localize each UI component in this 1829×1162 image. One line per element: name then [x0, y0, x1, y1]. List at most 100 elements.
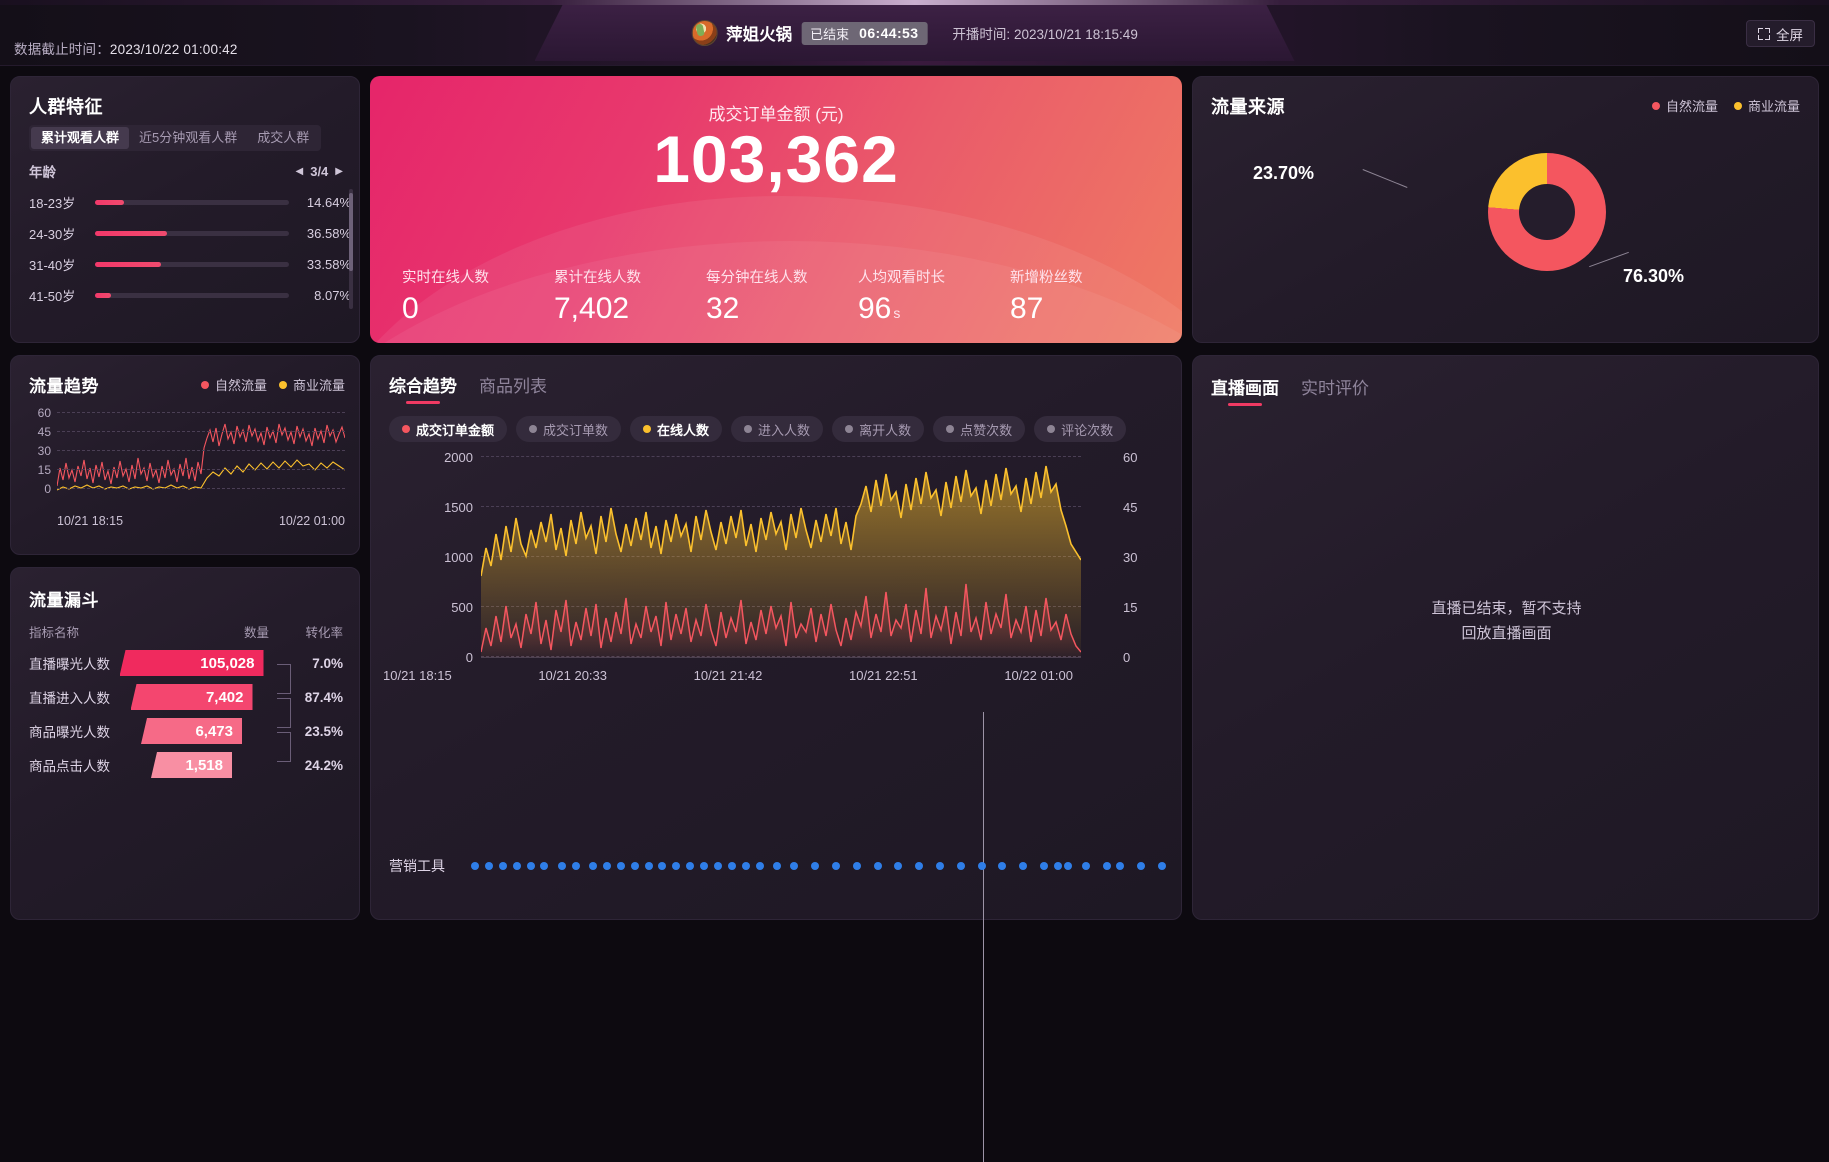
- hero-title: 成交订单金额 (元): [708, 105, 844, 124]
- traffic-trend-legend: 自然流量 商业流量: [200, 375, 345, 394]
- crowd-bar-label: 31-40岁: [29, 258, 76, 273]
- left-y-tick: 0: [465, 650, 473, 665]
- kpi-value: 96 s: [858, 292, 1010, 330]
- kpi-label: 每分钟在线人数: [706, 270, 808, 286]
- legend-label: 商业流量: [1747, 99, 1800, 114]
- funnel-row-list: 直播曝光人数 105,028 7.0% 直播进入人数 7,402 87.4% 商…: [29, 646, 347, 782]
- chip-dot-icon: [529, 425, 538, 433]
- crowd-bar-fill: [95, 200, 125, 205]
- pager-prev-icon[interactable]: ◀: [295, 165, 304, 177]
- metric-chip-row: 成交订单金额 成交订单数 在线人数 进入人数 离开人数 点赞次数 评论次数: [389, 416, 1127, 442]
- crowd-scrollbar[interactable]: [349, 189, 353, 309]
- y-tick: 15: [37, 463, 51, 477]
- tab-live-screen[interactable]: 直播画面: [1211, 374, 1279, 406]
- left-y-tick: 1000: [444, 550, 473, 565]
- chip-online-count[interactable]: 在线人数: [630, 416, 723, 442]
- crowd-bar-list: 18-23岁 14.64% 24-30岁 36.58% 31-40岁 33.58…: [29, 187, 351, 311]
- traffic-trend-plot: [56, 408, 346, 508]
- hero-metrics-row-1: 实时在线人数 0 累计在线人数 7,402 每分钟在线人数 32 人均观看时长 …: [402, 266, 1162, 330]
- traffic-source-legend: 自然流量 商业流量: [1651, 96, 1800, 115]
- x-tick: 10/22 01:00: [1004, 668, 1073, 683]
- funnel-bar-wrap: 6,473: [119, 718, 264, 744]
- legend-commercial: 商业流量: [1733, 96, 1800, 115]
- funnel-row: 商品点击人数 1,518 24.2%: [29, 748, 347, 782]
- comprehensive-trend-x-axis: 10/21 18:15 10/21 20:33 10/21 21:42 10/2…: [383, 668, 1073, 683]
- crowd-tab-buyers[interactable]: 成交人群: [257, 130, 310, 145]
- marketing-tools-track: [471, 857, 1167, 875]
- legend-dot-icon: [200, 380, 209, 389]
- live-empty-line-1: 直播已结束，暂不支持: [1431, 600, 1582, 617]
- crowd-tab-recent5min[interactable]: 近5分钟观看人群: [139, 130, 238, 145]
- x-tick: 10/21 22:51: [848, 668, 918, 683]
- crowd-tabs: 累计观看人群 近5分钟观看人群 成交人群: [29, 125, 322, 151]
- crowd-pager: ◀ 3/4 ▶: [296, 164, 343, 179]
- crowd-bar-row: 41-50岁 8.07%: [29, 280, 351, 311]
- traffic-funnel-panel: 流量漏斗 指标名称 数量 转化率 直播曝光人数 105,028 7.0% 直播进…: [10, 567, 360, 920]
- funnel-title: 流量漏斗: [29, 591, 99, 610]
- kpi-avg-watch-duration: 人均观看时长 96 s: [858, 266, 1010, 330]
- funnel-row-name: 直播进入人数: [29, 691, 110, 706]
- funnel-row-rate: 7.0%: [312, 655, 343, 671]
- chip-label: 离开人数: [859, 422, 912, 438]
- donut-leader-line-1: [1362, 169, 1408, 188]
- funnel-row-name: 商品曝光人数: [29, 725, 110, 740]
- legend-dot-icon: [1651, 101, 1660, 110]
- crowd-dimension-label: 年龄: [29, 165, 56, 180]
- live-panel-tabs: 直播画面 实时评价: [1211, 374, 1369, 406]
- y-tick: 30: [37, 444, 51, 458]
- chip-enter-count[interactable]: 进入人数: [731, 416, 824, 442]
- funnel-col-name: 指标名称: [29, 626, 80, 640]
- crowd-bar-value: 33.58%: [306, 257, 351, 272]
- chip-gmv[interactable]: 成交订单金额: [389, 416, 508, 442]
- pager-next-icon[interactable]: ▶: [335, 165, 343, 177]
- right-y-tick: 60: [1123, 450, 1138, 465]
- pager-indicator: 3/4: [310, 163, 329, 179]
- traffic-trend-y-axis: 60 45 30 15 0: [27, 406, 51, 501]
- chip-comment-count[interactable]: 评论次数: [1034, 416, 1127, 442]
- legend-label: 商业流量: [292, 378, 345, 393]
- funnel-row-rate: 23.5%: [304, 723, 343, 739]
- crowd-bar-value: 14.64%: [306, 195, 351, 210]
- fullscreen-button[interactable]: 全屏: [1746, 20, 1815, 47]
- chip-label: 成交订单数: [543, 422, 609, 438]
- center-tabs: 综合趋势 商品列表: [389, 372, 547, 404]
- chip-dot-icon: [946, 425, 955, 433]
- comprehensive-trend-svg: [481, 465, 1081, 658]
- chip-label: 进入人数: [758, 422, 811, 438]
- left-y-tick: 2000: [444, 450, 473, 465]
- crowd-bar-label: 18-23岁: [29, 196, 76, 211]
- x-tick: 10/21 21:42: [693, 668, 763, 683]
- header-accent-strip: [0, 0, 1829, 5]
- crowd-bar-row: 31-40岁 33.58%: [29, 249, 351, 280]
- funnel-bar: 6,473: [141, 718, 242, 744]
- hero-amount: 103,362: [653, 122, 899, 196]
- chip-leave-count[interactable]: 离开人数: [832, 416, 925, 442]
- tab-product-list[interactable]: 商品列表: [479, 377, 547, 396]
- funnel-bar-wrap: 105,028: [119, 650, 264, 676]
- comprehensive-trend-plot: 2000 1500 1000 500 0 60 45 30 15 0: [383, 450, 1165, 791]
- donut-label-natural: 76.30%: [1623, 266, 1685, 286]
- crowd-dimension-row: 年龄 ◀ 3/4 ▶: [29, 161, 343, 181]
- right-y-tick: 45: [1123, 500, 1138, 515]
- x-tick: 10/21 20:33: [538, 668, 608, 683]
- funnel-bar: 105,028: [119, 650, 264, 676]
- legend-commercial: 商业流量: [278, 375, 345, 394]
- live-status-label: 已结束: [810, 26, 850, 42]
- data-cutoff-time: 数据截止时间：2023/10/22 01:00:42: [14, 38, 238, 58]
- legend-dot-icon: [1733, 101, 1742, 110]
- tab-realtime-comments[interactable]: 实时评价: [1301, 379, 1369, 398]
- y-tick: 45: [37, 425, 51, 439]
- x-tick: 10/22 01:00: [278, 514, 345, 528]
- legend-dot-icon: [278, 380, 287, 389]
- legend-natural: 自然流量: [200, 375, 267, 394]
- fullscreen-icon: [1758, 27, 1770, 40]
- funnel-row: 直播进入人数 7,402 87.4%: [29, 680, 347, 728]
- live-empty-line-2: 回放直播画面: [1461, 625, 1552, 642]
- crowd-bar-row: 24-30岁 36.58%: [29, 218, 351, 249]
- crowd-tab-cumulative[interactable]: 累计观看人群: [31, 127, 130, 149]
- chip-like-count[interactable]: 点赞次数: [933, 416, 1026, 442]
- chip-order-count[interactable]: 成交订单数: [516, 416, 622, 442]
- kpi-value: 7,402: [554, 292, 630, 325]
- shop-name: 萍姐火锅: [726, 26, 793, 44]
- tab-comprehensive-trend[interactable]: 综合趋势: [389, 372, 457, 404]
